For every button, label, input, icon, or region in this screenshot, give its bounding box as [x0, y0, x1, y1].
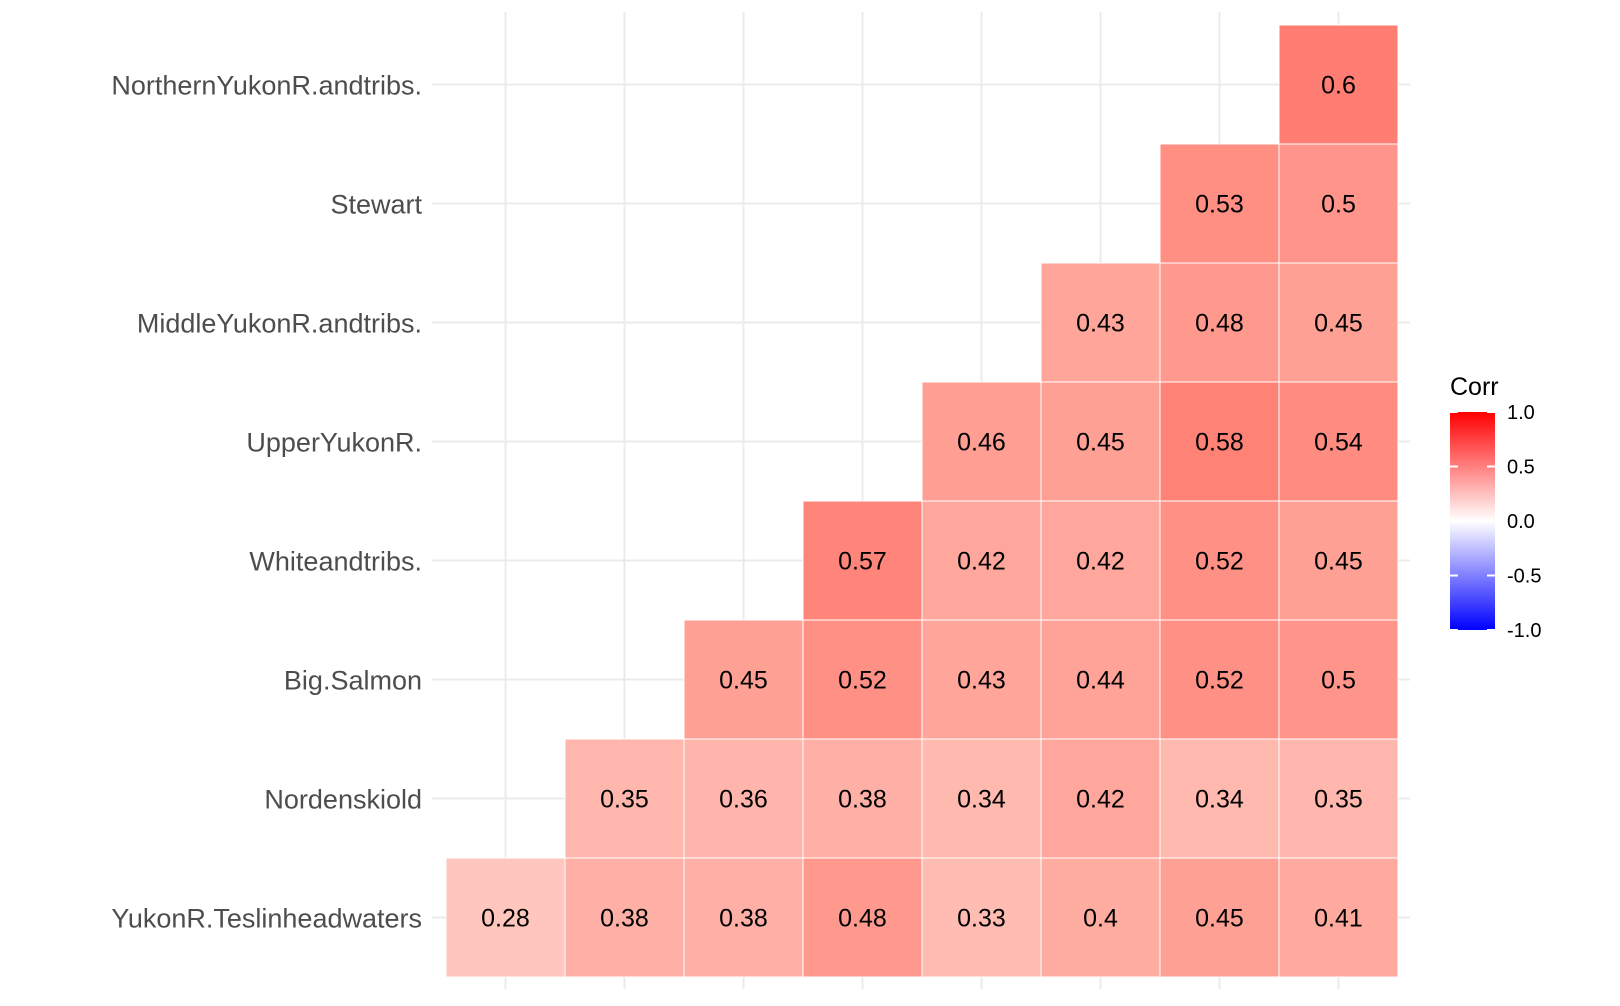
heatmap-cell — [1278, 500, 1399, 621]
heatmap-cell — [1040, 857, 1161, 978]
cell-value-label: 0.44 — [1076, 667, 1125, 695]
cell-value-label: 0.5 — [1321, 667, 1356, 695]
cell-labels: 0.6 0.53 0.5 0.43 0.48 0.45 0.46 0.45 0.58 0.54 0.… — [481, 72, 1363, 933]
heatmap-cell — [1040, 619, 1161, 740]
y-axis-labels: NorthernYukonR.andtribs. Stewart MiddleYuk… — [111, 71, 422, 934]
heatmap-cell — [1278, 381, 1399, 502]
heatmap-cell — [1278, 857, 1399, 978]
heatmap-cell — [1040, 738, 1161, 859]
legend-tick-label: 1.0 — [1507, 402, 1535, 424]
cell-value-label: 0.38 — [838, 786, 887, 814]
heatmap-cell — [1040, 262, 1161, 383]
heatmap-cell — [921, 381, 1042, 502]
heatmap-cell — [1159, 262, 1280, 383]
cell-value-label: 0.45 — [1314, 310, 1363, 338]
heatmap-cell — [1040, 500, 1161, 621]
cell-value-label: 0.34 — [1195, 786, 1244, 814]
cell-value-label: 0.38 — [719, 905, 768, 933]
heatmap-cell — [1159, 738, 1280, 859]
cell-value-label: 0.41 — [1314, 905, 1363, 933]
cell-value-label: 0.58 — [1195, 429, 1244, 457]
heatmap-cell — [1278, 619, 1399, 740]
cell-value-label: 0.45 — [1076, 429, 1125, 457]
legend-tick-label: 0.0 — [1507, 511, 1535, 533]
y-axis-label: Big.Salmon — [284, 666, 422, 696]
cell-value-label: 0.4 — [1083, 905, 1118, 933]
cell-value-label: 0.42 — [957, 548, 1006, 576]
y-axis-label: Nordenskiold — [264, 785, 422, 815]
cell-value-label: 0.42 — [1076, 548, 1125, 576]
cell-value-label: 0.52 — [838, 667, 887, 695]
cell-value-label: 0.43 — [1076, 310, 1125, 338]
heatmap-cell — [1278, 24, 1399, 145]
cell-value-label: 0.28 — [481, 905, 530, 933]
heatmap-cell — [921, 500, 1042, 621]
cell-value-label: 0.36 — [719, 786, 768, 814]
heatmap-cell — [1159, 857, 1280, 978]
cell-value-label: 0.57 — [838, 548, 887, 576]
cell-value-label: 0.34 — [957, 786, 1006, 814]
heatmap-cell — [683, 619, 804, 740]
y-axis-label: NorthernYukonR.andtribs. — [111, 71, 422, 101]
color-legend: Corr 1.0 0.5 0.0 -0.5 -1.0 — [1450, 373, 1541, 642]
cell-value-label: 0.54 — [1314, 429, 1363, 457]
cell-value-label: 0.45 — [1314, 548, 1363, 576]
heatmap-cell — [802, 619, 923, 740]
y-axis-label: UpperYukonR. — [246, 428, 422, 458]
heatmap-cell — [802, 857, 923, 978]
y-axis-label: Stewart — [330, 190, 422, 220]
heatmap-cell — [1278, 738, 1399, 859]
cell-value-label: 0.52 — [1195, 667, 1244, 695]
heatmap-cells — [445, 24, 1399, 978]
heatmap-cell — [921, 857, 1042, 978]
heatmap-cell — [1278, 262, 1399, 383]
cell-value-label: 0.38 — [600, 905, 649, 933]
cell-value-label: 0.6 — [1321, 72, 1356, 100]
heatmap-cell — [1159, 619, 1280, 740]
cell-value-label: 0.35 — [1314, 786, 1363, 814]
heatmap-cell — [683, 857, 804, 978]
cell-value-label: 0.45 — [719, 667, 768, 695]
cell-value-label: 0.52 — [1195, 548, 1244, 576]
legend-tick-label: 0.5 — [1507, 457, 1535, 479]
cell-value-label: 0.42 — [1076, 786, 1125, 814]
y-axis-label: YukonR.Teslinheadwaters — [111, 904, 422, 934]
heatmap-cell — [921, 619, 1042, 740]
y-axis-label: Whiteandtribs. — [249, 547, 422, 577]
cell-value-label: 0.48 — [838, 905, 887, 933]
heatmap-cell — [1159, 381, 1280, 502]
cell-value-label: 0.43 — [957, 667, 1006, 695]
cell-value-label: 0.33 — [957, 905, 1006, 933]
legend-tick-label: -1.0 — [1507, 620, 1541, 642]
cell-value-label: 0.46 — [957, 429, 1006, 457]
cell-value-label: 0.35 — [600, 786, 649, 814]
cell-value-label: 0.48 — [1195, 310, 1244, 338]
cell-value-label: 0.53 — [1195, 191, 1244, 219]
heatmap-cell — [1159, 500, 1280, 621]
heatmap-cell — [564, 738, 685, 859]
legend-tick-label: -0.5 — [1507, 566, 1541, 588]
legend-title: Corr — [1450, 373, 1499, 401]
cell-value-label: 0.45 — [1195, 905, 1244, 933]
heatmap-cell — [802, 500, 923, 621]
heatmap-cell — [564, 857, 685, 978]
y-axis-label: MiddleYukonR.andtribs. — [137, 309, 422, 339]
heatmap-cell — [683, 738, 804, 859]
cell-value-label: 0.5 — [1321, 191, 1356, 219]
